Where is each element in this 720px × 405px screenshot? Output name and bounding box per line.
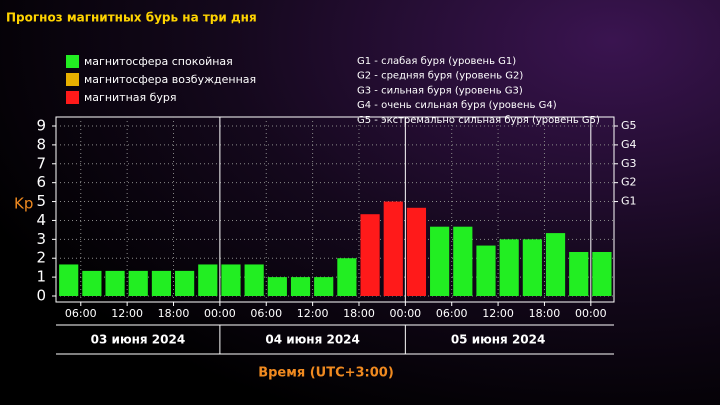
plot-frame (55, 116, 615, 303)
bar (499, 239, 519, 296)
y-tick-label: 0 (36, 287, 46, 305)
y2-tick-label: G4 (621, 138, 637, 151)
y-tick-label: 9 (36, 117, 46, 135)
x-tick-label: 18:00 (158, 307, 190, 320)
x-tick-label: 06:00 (65, 307, 97, 320)
y-tick-label: 2 (36, 249, 46, 267)
x-tick-label: 18:00 (529, 307, 561, 320)
date-label: 05 июня 2024 (451, 333, 546, 347)
date-label: 04 июня 2024 (265, 333, 360, 347)
bar (267, 277, 287, 296)
x-axis-label: Время (UTC+3:00) (258, 366, 394, 381)
x-tick-label: 12:00 (297, 307, 329, 320)
legend-label: магнитная буря (84, 91, 177, 104)
bar (244, 264, 264, 296)
bar (383, 201, 403, 296)
storm-level-note: G5 - экстремально сильная буря (уровень … (357, 115, 600, 126)
y-tick-label: 7 (36, 154, 46, 172)
legend-label: магнитосфера возбужденная (84, 73, 256, 86)
y-tick-label: 1 (36, 268, 46, 286)
bar (592, 251, 612, 296)
y-tick-label: 4 (36, 211, 46, 229)
bar (569, 251, 589, 296)
bar (430, 226, 450, 296)
y-tick-label: 5 (36, 192, 46, 210)
legend-swatch (66, 73, 79, 86)
y2-tick-label: G5 (621, 119, 637, 132)
y2-tick-label: G3 (621, 157, 637, 170)
bar (221, 264, 241, 296)
y2-tick-label: G2 (621, 176, 637, 189)
bar (128, 270, 148, 296)
bar (82, 270, 102, 296)
x-tick-label: 06:00 (436, 307, 468, 320)
bar (522, 239, 542, 296)
legend-label: магнитосфера спокойная (84, 55, 233, 68)
chart-title: Прогноз магнитных бурь на три дня (6, 11, 257, 25)
x-tick-label: 12:00 (482, 307, 514, 320)
storm-level-note: G3 - сильная буря (уровень G3) (357, 85, 523, 96)
bar (175, 270, 195, 296)
bar (198, 264, 218, 296)
x-tick-label: 18:00 (343, 307, 375, 320)
bar (105, 270, 125, 296)
date-label: 03 июня 2024 (91, 333, 186, 347)
bar (59, 264, 79, 296)
x-tick-label: 12:00 (111, 307, 143, 320)
y-axis-label: Kp (14, 195, 33, 213)
y2-tick-label: G1 (621, 195, 637, 208)
bar (360, 214, 380, 296)
bar (314, 277, 334, 296)
x-tick-label: 00:00 (389, 307, 421, 320)
x-tick-label: 00:00 (575, 307, 607, 320)
bar (337, 258, 357, 296)
bar (406, 207, 427, 296)
y-tick-label: 3 (36, 230, 46, 248)
y-tick-label: 6 (36, 173, 46, 191)
legend-swatch (66, 55, 79, 68)
storm-level-note: G2 - средняя буря (уровень G2) (357, 71, 523, 82)
bar (290, 277, 311, 296)
x-tick-label: 06:00 (250, 307, 282, 320)
legend-swatch (66, 91, 79, 104)
bar (453, 226, 473, 296)
y-tick-label: 8 (36, 135, 46, 153)
bar (545, 233, 566, 296)
storm-level-note: G1 - слабая буря (уровень G1) (357, 56, 516, 67)
x-tick-label: 00:00 (204, 307, 236, 320)
bar (476, 245, 496, 296)
bar (151, 270, 172, 296)
storm-level-note: G4 - очень сильная буря (уровень G4) (357, 100, 557, 111)
